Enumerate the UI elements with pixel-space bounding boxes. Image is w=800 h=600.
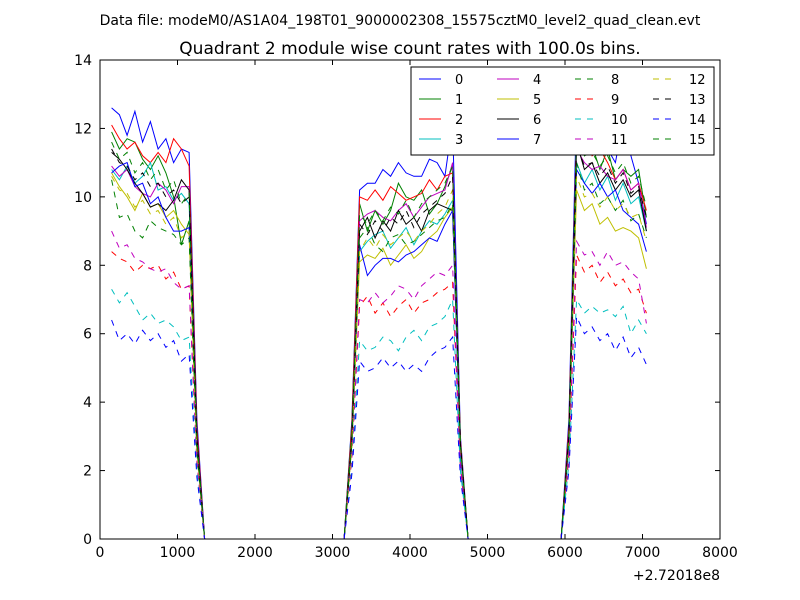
legend-label-15: 15 [689,133,706,148]
y-tick-label: 6 [83,327,92,343]
y-tick-label: 2 [83,464,92,480]
series-line-14 [111,316,647,540]
legend-label-11: 11 [611,133,628,148]
chart-title: Quadrant 2 module wise count rates with … [179,39,640,59]
y-tick-label: 4 [83,395,92,411]
x-tick-label: 2000 [237,545,273,561]
legend-label-9: 9 [611,93,619,108]
axis-ticks: 0 1000 2000 3000 4000 5000 6000 7000 80000246810… [74,53,738,561]
legend-label-13: 13 [689,93,706,108]
x-tick-label: 5000 [470,545,506,561]
legend-box [410,66,715,156]
y-tick-label: 12 [74,121,92,137]
x-tick-label: 0 [96,545,105,561]
y-tick-label: 0 [83,532,92,548]
x-tick-label: 6000 [547,545,583,561]
y-tick-label: 14 [74,53,92,69]
x-tick-label: 8000 [702,545,738,561]
legend-label-7: 7 [533,133,541,148]
y-tick-label: 10 [74,190,92,206]
legend-label-12: 12 [689,73,706,88]
chart-suptitle: Data file: modeM0/AS1A04_198T01_90000023… [100,13,701,29]
legend-label-6: 6 [533,113,541,128]
legend-label-3: 3 [455,133,463,148]
legend-label-8: 8 [611,73,619,88]
legend-label-14: 14 [689,113,706,128]
legend-label-0: 0 [455,73,463,88]
x-tick-label: 7000 [625,545,661,561]
legend-label-1: 1 [455,93,463,108]
x-offset-label: +2.72018e8 [633,568,720,584]
y-tick-label: 8 [83,258,92,274]
legend-label-4: 4 [533,73,541,88]
legend-label-2: 2 [455,113,463,128]
legend-label-5: 5 [533,93,541,108]
x-tick-label: 3000 [315,545,351,561]
x-tick-label: 4000 [392,545,428,561]
legend-label-10: 10 [611,113,628,128]
x-tick-label: 1000 [160,545,196,561]
